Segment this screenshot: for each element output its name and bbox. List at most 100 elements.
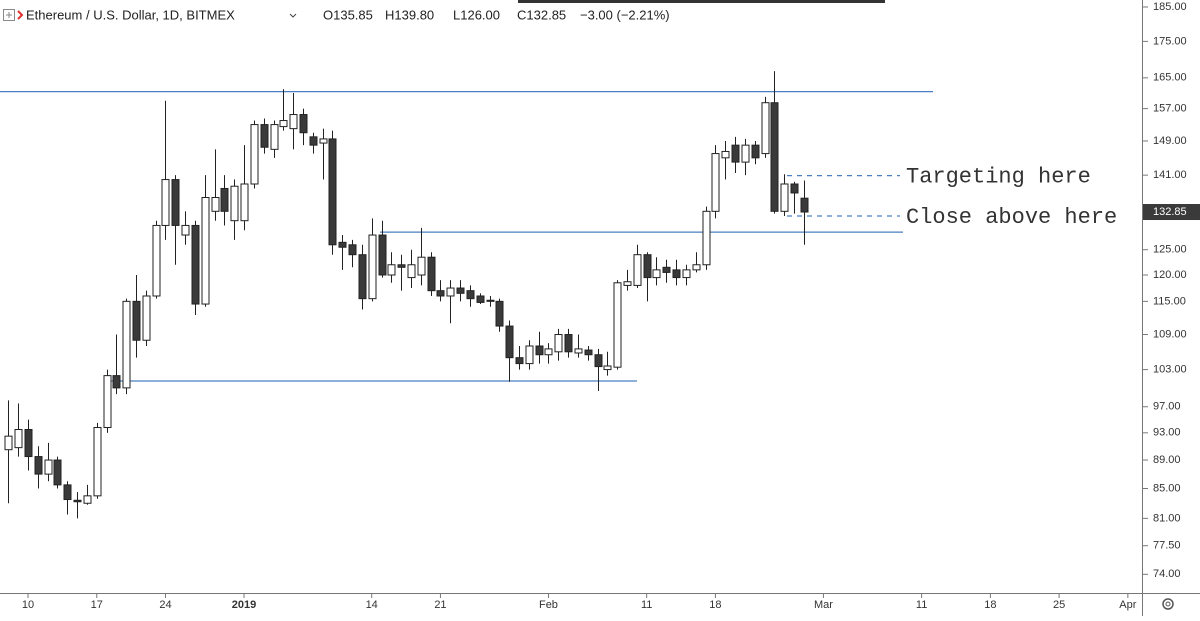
candle-body: [692, 264, 701, 271]
candle-body: [260, 124, 269, 148]
y-tick-label: 115.00: [1153, 295, 1186, 307]
last-price-box: [1143, 204, 1200, 221]
candle-body: [623, 281, 632, 286]
y-tick-label: 175.00: [1153, 35, 1187, 47]
candle-body: [603, 365, 612, 371]
candle-body: [53, 459, 62, 486]
candle-body: [171, 179, 180, 226]
candle-body: [211, 197, 220, 212]
icon-box: [3, 9, 15, 21]
candle-body: [328, 138, 337, 246]
legend-title: Ethereum / U.S. Dollar, 1D, BITMEX: [26, 7, 235, 22]
candle-body: [319, 138, 328, 144]
candle-body: [436, 290, 445, 297]
candle-body: [643, 254, 652, 279]
candle-body: [574, 348, 583, 354]
x-tick-label: Mar: [814, 599, 833, 611]
candle-body: [201, 197, 210, 305]
legend-value: O135.85: [323, 7, 373, 22]
candle-body: [358, 254, 367, 300]
candle-body: [427, 256, 436, 292]
candle-body: [564, 334, 573, 353]
candle-body: [142, 295, 151, 341]
x-tick-label: 25: [1053, 599, 1065, 611]
candle-body: [181, 224, 190, 236]
candle-body: [761, 102, 770, 155]
candle-body: [83, 495, 92, 504]
candle-body: [751, 144, 760, 159]
candle-body: [544, 348, 553, 356]
candle-body: [721, 150, 730, 159]
y-tick-label: 185.00: [1153, 1, 1187, 13]
candle-body: [152, 224, 161, 297]
candle-body: [397, 264, 406, 268]
legend-value: L126.00: [453, 7, 500, 22]
candle-body: [476, 295, 485, 303]
candle-body: [525, 345, 534, 365]
candle-body: [191, 224, 200, 305]
candle-body: [93, 427, 102, 497]
y-tick-label: 89.00: [1153, 454, 1181, 466]
x-tick-label: Feb: [539, 599, 558, 611]
candle-body: [486, 299, 495, 302]
candle-body: [122, 300, 131, 389]
candle-body: [711, 153, 720, 212]
candle-body: [250, 124, 259, 185]
candle-body: [584, 349, 593, 356]
y-tick-label: 149.00: [1153, 135, 1187, 147]
y-tick-label: 157.00: [1153, 103, 1187, 115]
x-tick-label: 18: [984, 599, 996, 611]
candle-body: [44, 459, 53, 475]
candle-body: [800, 197, 809, 213]
candle-body: [279, 120, 288, 128]
candle-body: [4, 435, 13, 451]
candle-body: [387, 264, 396, 276]
y-tick-label: 85.00: [1153, 482, 1181, 494]
candle-body: [554, 334, 563, 353]
candle-body: [63, 484, 72, 501]
candle-body: [702, 210, 711, 266]
candle-body: [613, 282, 622, 368]
candle-body: [741, 144, 750, 163]
candle-body: [24, 428, 33, 458]
x-tick-label: 21: [434, 599, 446, 611]
settings-icon[interactable]: [1162, 598, 1174, 610]
x-tick-label: 11: [641, 599, 652, 611]
y-tick-label: 97.00: [1153, 401, 1181, 413]
candle-body: [309, 136, 318, 146]
candle-body: [505, 325, 514, 359]
candle-body: [515, 357, 524, 365]
candle-body: [103, 375, 112, 429]
legend-value: H139.80: [385, 7, 434, 22]
candle-body: [161, 179, 170, 226]
collapse-icon[interactable]: [3, 9, 15, 21]
x-tick-label: 10: [22, 599, 34, 611]
x-tick-label: 14: [366, 599, 378, 611]
candle-body: [466, 290, 475, 300]
y-tick-label: 120.00: [1153, 269, 1187, 281]
candle-body: [14, 428, 23, 449]
candle-body: [378, 234, 387, 276]
candle-body: [535, 345, 544, 356]
symbol-marker: [17, 10, 24, 20]
y-tick-label: 74.00: [1153, 568, 1181, 580]
legend-value: C132.85: [517, 7, 566, 22]
dropdown-chevron[interactable]: [289, 13, 297, 18]
candle-body: [407, 264, 416, 279]
gear-hub: [1165, 601, 1171, 607]
last-price-label: 132.85: [1153, 206, 1187, 218]
y-tick-label: 93.00: [1153, 427, 1181, 439]
candle-body: [652, 269, 661, 279]
candle-body: [662, 266, 671, 273]
candle-body: [780, 183, 789, 212]
legend-value: −3.00 (−2.21%): [580, 7, 670, 22]
toolbar-edge: [518, 0, 885, 3]
y-tick-label: 165.00: [1153, 72, 1187, 84]
candle-body: [240, 183, 249, 222]
candle-body: [417, 256, 426, 276]
candle-body: [132, 300, 141, 341]
candle-body: [672, 269, 681, 279]
x-tick-label: 24: [159, 599, 171, 611]
candle-body: [230, 185, 239, 222]
